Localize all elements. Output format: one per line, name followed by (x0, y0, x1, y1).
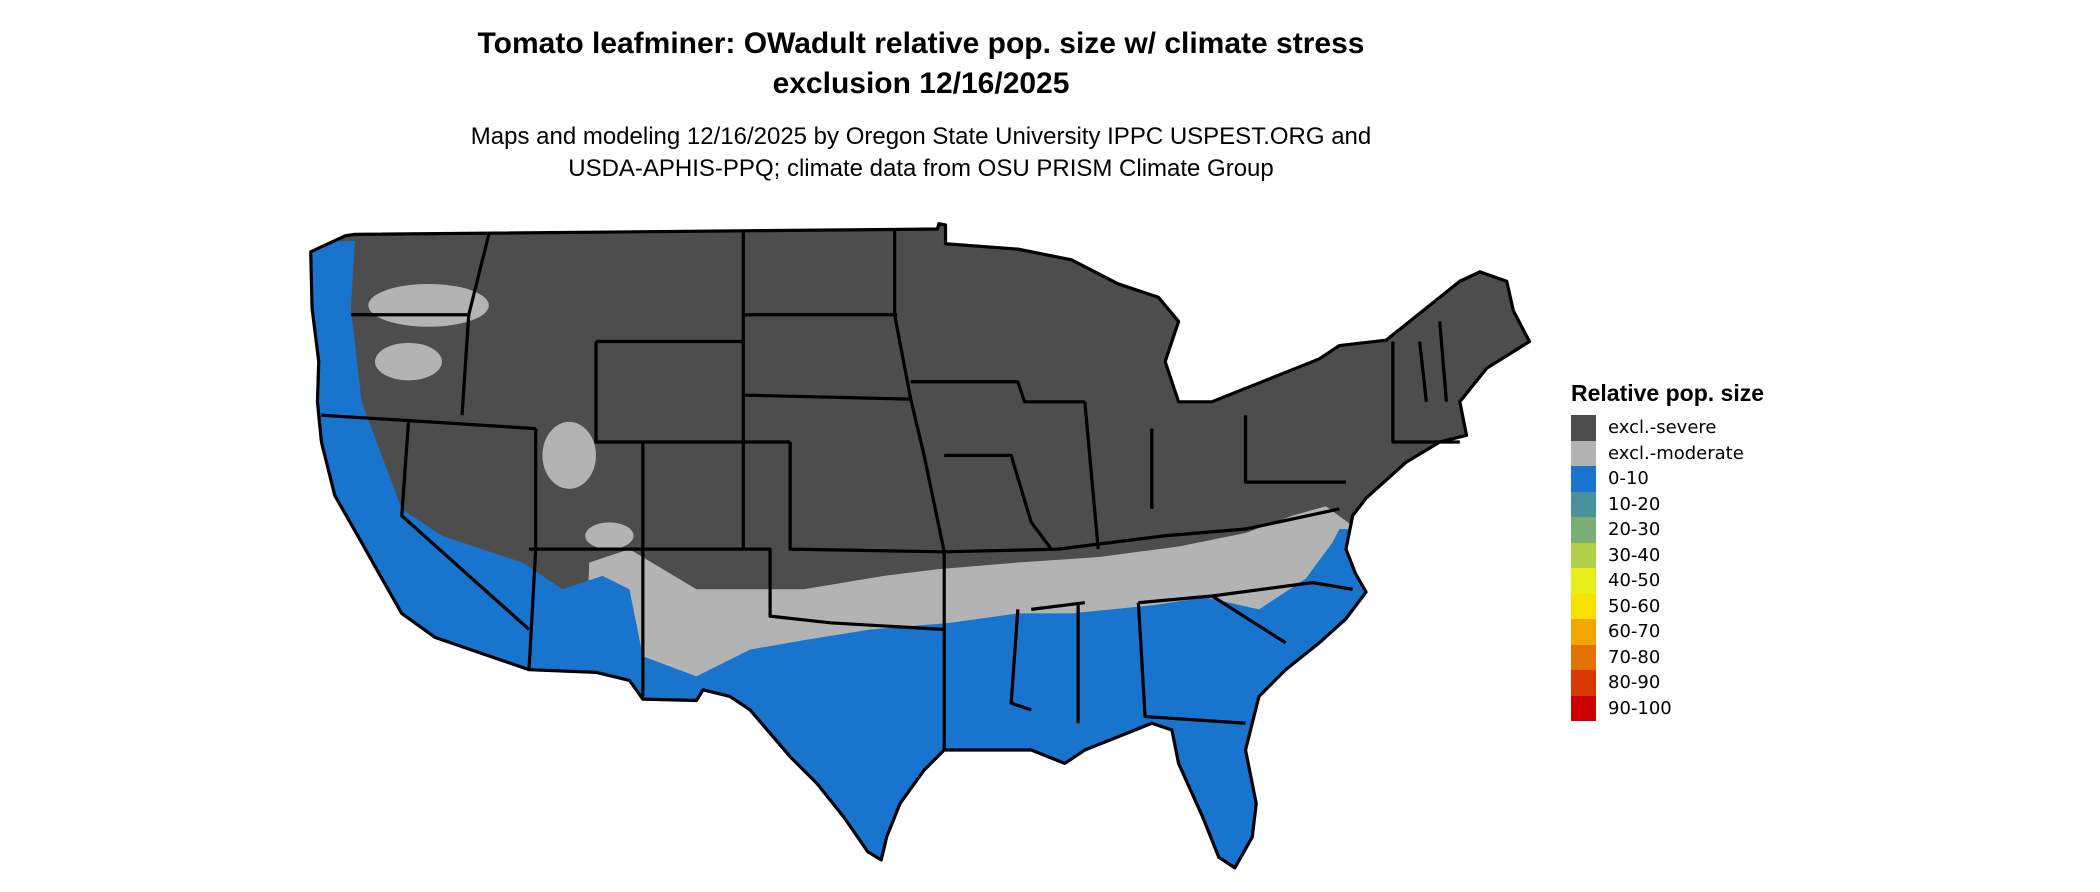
legend-swatch (1571, 415, 1596, 441)
legend-swatch (1571, 593, 1596, 619)
subtitle-line-2: USDA-APHIS-PPQ; climate data from OSU PR… (568, 155, 1274, 182)
map-title: Tomato leafminer: OWadult relative pop. … (0, 24, 1842, 104)
legend-item: 10-20 (1571, 491, 1764, 517)
legend-swatch (1571, 644, 1596, 670)
legend-label: excl.-moderate (1608, 442, 1744, 464)
legend-swatch (1571, 440, 1596, 466)
legend-swatch (1571, 542, 1596, 568)
subtitle-line-1: Maps and modeling 12/16/2025 by Oregon S… (470, 123, 1372, 150)
legend-label: 20-30 (1608, 519, 1661, 541)
legend-items: excl.-severe excl.-moderate 0-10 10-20 20-30… (1571, 415, 1764, 721)
legend-label: 50-60 (1608, 595, 1661, 617)
legend-swatch (1571, 695, 1596, 721)
legend-swatch (1571, 568, 1596, 594)
legend-item: excl.-severe (1571, 415, 1764, 441)
legend-item: 0-10 (1571, 466, 1764, 492)
legend-label: 40-50 (1608, 570, 1661, 592)
legend-item: 70-80 (1571, 644, 1764, 670)
legend-label: 70-80 (1608, 646, 1661, 668)
legend-label: 0-10 (1608, 468, 1649, 490)
title-line-1: Tomato leafminer: OWadult relative pop. … (477, 27, 1365, 60)
legend-item: 90-100 (1571, 695, 1764, 721)
legend-item: excl.-moderate (1571, 440, 1764, 466)
legend-label: 10-20 (1608, 493, 1661, 515)
legend: Relative pop. size excl.-severe excl.-mod… (1571, 380, 1764, 721)
legend-item: 30-40 (1571, 542, 1764, 568)
legend-item: 80-90 (1571, 670, 1764, 696)
excl-moderate-region (375, 342, 442, 381)
legend-label: excl.-severe (1608, 417, 1717, 439)
legend-item: 50-60 (1571, 593, 1764, 619)
title-line-2: exclusion 12/16/2025 (772, 67, 1070, 100)
legend-swatch (1571, 517, 1596, 543)
state-borders (321, 230, 1460, 751)
excl-moderate-region (542, 421, 596, 489)
legend-swatch (1571, 670, 1596, 696)
legend-label: 90-100 (1608, 697, 1672, 719)
legend-title: Relative pop. size (1571, 380, 1765, 406)
map-subtitle: Maps and modeling 12/16/2025 by Oregon S… (0, 121, 1842, 185)
legend-label: 60-70 (1608, 621, 1661, 643)
excl-moderate-region (585, 522, 634, 550)
legend-item: 40-50 (1571, 568, 1764, 594)
legend-label: 30-40 (1608, 544, 1661, 566)
legend-label: 80-90 (1608, 672, 1661, 694)
legend-item: 60-70 (1571, 619, 1764, 645)
legend-swatch (1571, 491, 1596, 517)
legend-item: 20-30 (1571, 517, 1764, 543)
legend-swatch (1571, 466, 1596, 492)
legend-swatch (1571, 619, 1596, 645)
